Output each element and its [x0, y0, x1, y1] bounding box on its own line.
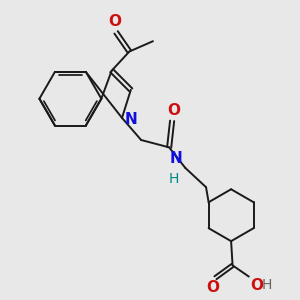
Text: H: H — [169, 172, 179, 186]
Text: H: H — [262, 278, 272, 292]
Text: O: O — [167, 103, 180, 118]
Text: N: N — [125, 112, 138, 127]
Text: N: N — [170, 151, 182, 166]
Text: O: O — [206, 280, 219, 295]
Text: O: O — [250, 278, 263, 293]
Text: O: O — [108, 14, 121, 29]
